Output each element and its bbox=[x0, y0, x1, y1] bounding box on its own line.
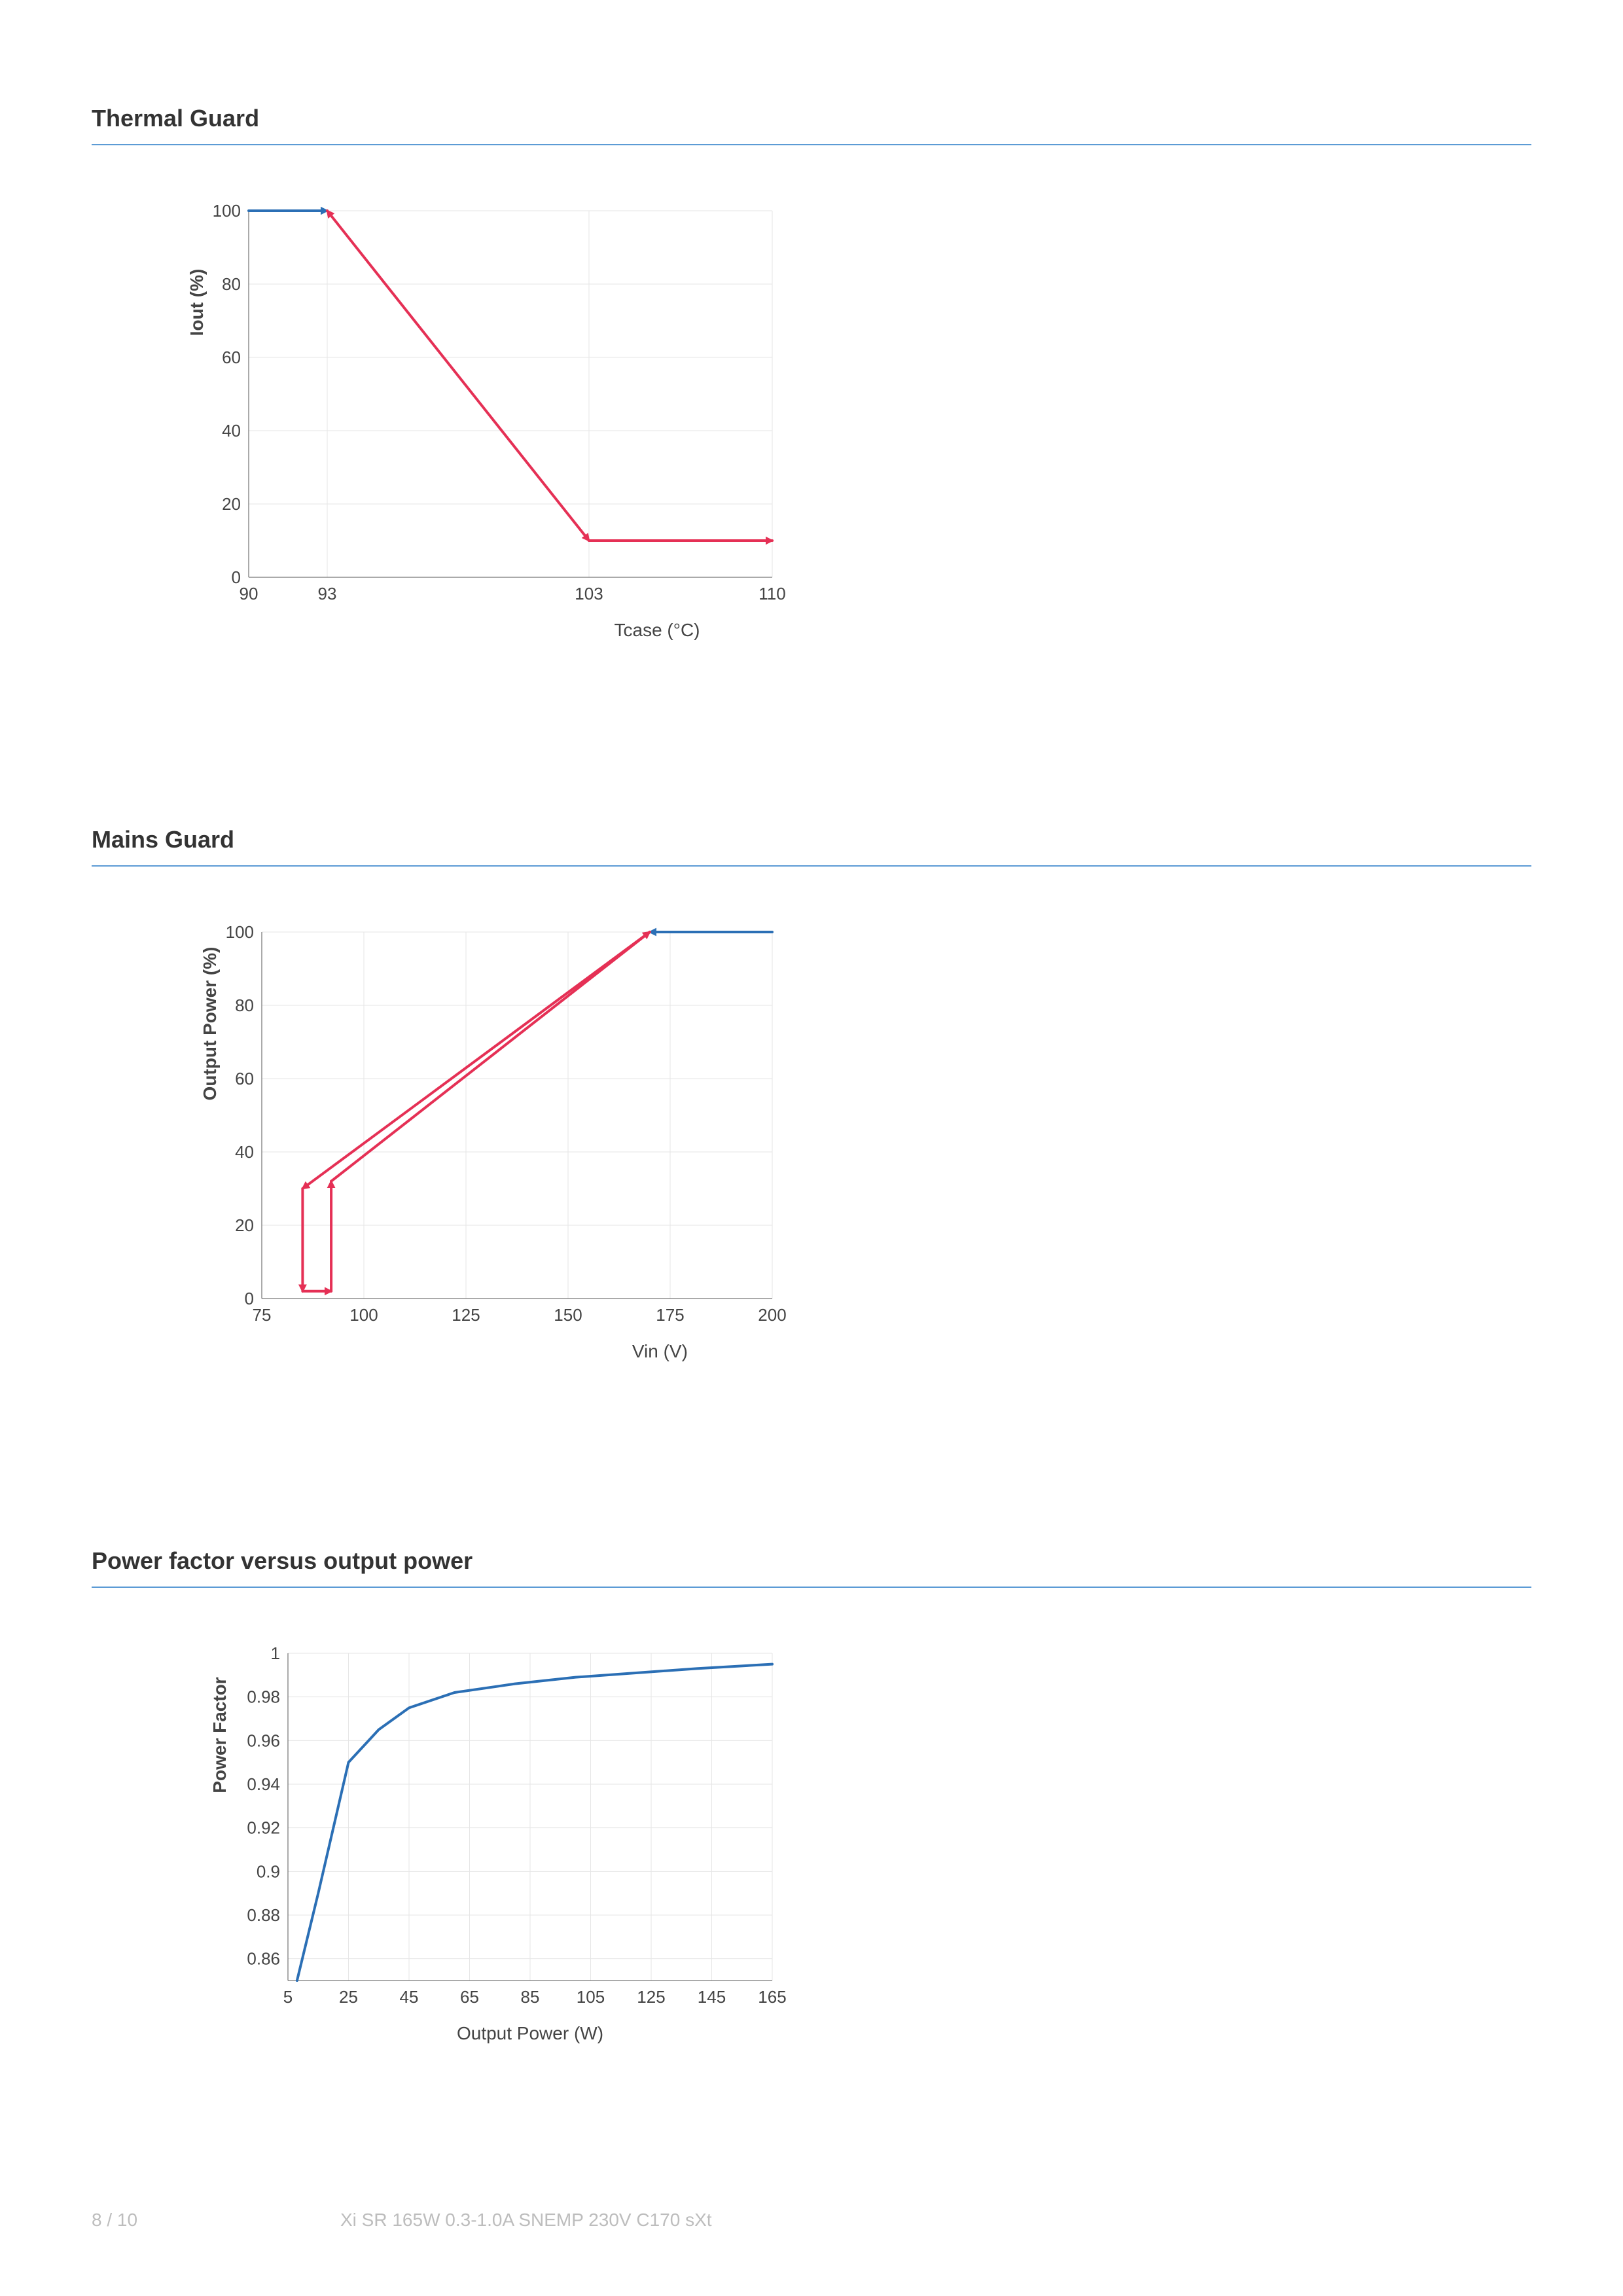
svg-text:0.9: 0.9 bbox=[257, 1861, 280, 1881]
svg-text:25: 25 bbox=[339, 1987, 358, 2007]
svg-text:103: 103 bbox=[575, 584, 603, 603]
svg-text:Vin (V): Vin (V) bbox=[632, 1341, 688, 1361]
svg-text:100: 100 bbox=[349, 1305, 378, 1325]
svg-text:0.88: 0.88 bbox=[247, 1905, 280, 1925]
svg-text:40: 40 bbox=[235, 1142, 254, 1162]
section-title-power-factor: Power factor versus output power bbox=[92, 1547, 1531, 1588]
svg-text:80: 80 bbox=[222, 274, 241, 294]
svg-text:65: 65 bbox=[460, 1987, 479, 2007]
section-thermal-guard: Thermal Guard 0204060801009093103110Iout… bbox=[92, 105, 1531, 695]
chart-power-factor: 0.86 0.88 0.9 0.92 0.94 0.96 0.98 1 5 25 45 65 85 105… bbox=[177, 1627, 1531, 2118]
svg-text:93: 93 bbox=[318, 584, 337, 603]
svg-text:175: 175 bbox=[656, 1305, 684, 1325]
page-number: 8 / 10 bbox=[92, 2210, 340, 2231]
svg-text:20: 20 bbox=[235, 1215, 254, 1235]
document-page: Thermal Guard 0204060801009093103110Iout… bbox=[0, 0, 1623, 2296]
svg-text:85: 85 bbox=[521, 1987, 540, 2007]
chart-thermal-guard: 0204060801009093103110Iout (%)Tcase (°C) bbox=[177, 185, 1531, 695]
svg-text:100: 100 bbox=[226, 922, 254, 942]
svg-text:Output Power (%): Output Power (%) bbox=[200, 947, 220, 1101]
svg-text:165: 165 bbox=[758, 1987, 786, 2007]
svg-text:45: 45 bbox=[400, 1987, 419, 2007]
svg-text:145: 145 bbox=[698, 1987, 726, 2007]
svg-text:125: 125 bbox=[452, 1305, 480, 1325]
svg-text:Power Factor: Power Factor bbox=[209, 1677, 230, 1793]
svg-text:20: 20 bbox=[222, 494, 241, 514]
svg-text:90: 90 bbox=[240, 584, 259, 603]
svg-text:0.96: 0.96 bbox=[247, 1731, 280, 1750]
section-mains-guard: Mains Guard 0204060801007510012515017520… bbox=[92, 826, 1531, 1416]
svg-text:Output Power (W): Output Power (W) bbox=[457, 2023, 603, 2043]
svg-text:5: 5 bbox=[283, 1987, 293, 2007]
svg-text:125: 125 bbox=[637, 1987, 665, 2007]
chart-mains-guard: 02040608010075100125150175200Output Powe… bbox=[177, 906, 1531, 1416]
section-title-thermal-guard: Thermal Guard bbox=[92, 105, 1531, 145]
section-power-factor: Power factor versus output power 0.860.8… bbox=[92, 1547, 1531, 2118]
svg-text:Tcase (°C): Tcase (°C) bbox=[615, 620, 700, 640]
svg-text:60: 60 bbox=[222, 348, 241, 367]
svg-text:0.98: 0.98 bbox=[247, 1687, 280, 1707]
svg-text:80: 80 bbox=[235, 996, 254, 1015]
svg-text:Iout (%): Iout (%) bbox=[187, 269, 207, 336]
svg-text:60: 60 bbox=[235, 1069, 254, 1088]
svg-text:0.94: 0.94 bbox=[247, 1774, 280, 1794]
svg-text:200: 200 bbox=[758, 1305, 786, 1325]
page-footer: 8 / 10 Xi SR 165W 0.3-1.0A SNEMP 230V C1… bbox=[92, 2210, 1531, 2231]
svg-text:0.92: 0.92 bbox=[247, 1818, 280, 1838]
footer-product-name: Xi SR 165W 0.3-1.0A SNEMP 230V C170 sXt bbox=[340, 2210, 712, 2231]
svg-text:110: 110 bbox=[758, 584, 785, 603]
svg-text:150: 150 bbox=[554, 1305, 582, 1325]
svg-text:0.86: 0.86 bbox=[247, 1949, 280, 1969]
svg-text:75: 75 bbox=[253, 1305, 272, 1325]
svg-text:1: 1 bbox=[271, 1643, 280, 1663]
chart1-svg: 0204060801009093103110Iout (%)Tcase (°C) bbox=[177, 185, 805, 695]
chart3-svg: 0.86 0.88 0.9 0.92 0.94 0.96 0.98 1 5 25 45 65 85 105… bbox=[177, 1627, 805, 2118]
section-title-mains-guard: Mains Guard bbox=[92, 826, 1531, 867]
chart2-svg: 02040608010075100125150175200Output Powe… bbox=[177, 906, 805, 1416]
svg-text:100: 100 bbox=[213, 201, 241, 221]
svg-text:40: 40 bbox=[222, 421, 241, 440]
svg-text:105: 105 bbox=[577, 1987, 605, 2007]
